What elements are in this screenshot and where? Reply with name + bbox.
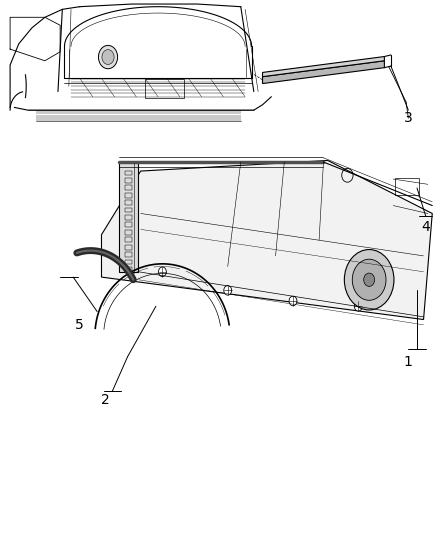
Circle shape [102, 50, 114, 64]
Text: 4: 4 [421, 220, 430, 234]
Circle shape [224, 286, 232, 295]
Circle shape [364, 273, 374, 286]
Text: 2: 2 [102, 393, 110, 407]
Text: 5: 5 [75, 318, 84, 332]
Circle shape [354, 302, 362, 311]
Text: 1: 1 [404, 355, 413, 369]
Circle shape [289, 296, 297, 306]
Circle shape [99, 45, 117, 69]
Polygon shape [119, 162, 138, 272]
Circle shape [159, 267, 166, 277]
Polygon shape [262, 61, 385, 84]
Polygon shape [262, 56, 385, 77]
Text: 3: 3 [404, 111, 413, 125]
Circle shape [344, 249, 394, 310]
Polygon shape [102, 160, 432, 319]
Circle shape [352, 259, 386, 300]
